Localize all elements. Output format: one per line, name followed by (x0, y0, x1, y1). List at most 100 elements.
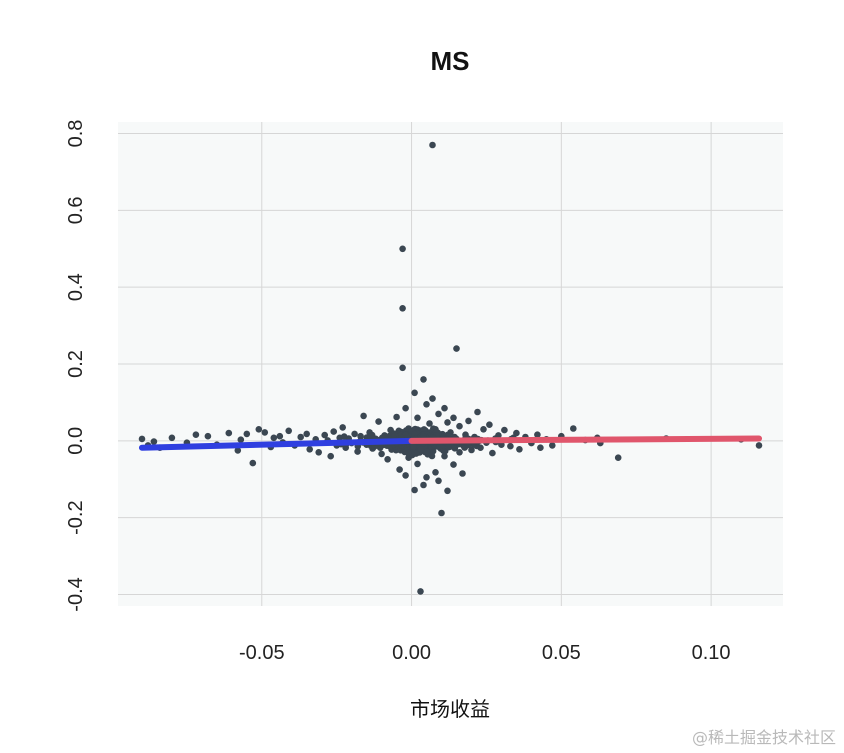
x-tick-label: -0.05 (239, 642, 285, 664)
data-point (423, 401, 430, 408)
data-point (420, 481, 427, 489)
data-point (225, 429, 233, 437)
data-point (444, 487, 451, 495)
data-point (456, 422, 463, 430)
data-point (411, 486, 418, 494)
data-point (261, 429, 269, 436)
cluster-point (436, 443, 444, 450)
data-point (243, 430, 251, 438)
data-point (150, 438, 158, 445)
y-tick-label: -0.2 (65, 500, 87, 534)
data-point (378, 450, 385, 458)
data-point (516, 446, 523, 453)
data-point (393, 413, 400, 421)
data-point (384, 456, 391, 463)
data-point (402, 404, 409, 412)
positive-fit-line (408, 435, 763, 444)
data-point (755, 442, 763, 449)
data-point (315, 449, 323, 456)
y-tick-label: 0.0 (65, 427, 87, 455)
y-tick-label: 0.4 (65, 273, 87, 301)
data-point (396, 466, 403, 473)
data-point (420, 376, 427, 383)
data-point (453, 345, 460, 352)
data-point (285, 427, 293, 435)
data-point (306, 446, 314, 453)
data-point (429, 141, 436, 149)
y-tick-label: 0.6 (65, 196, 87, 224)
data-point (432, 469, 439, 476)
data-point (168, 434, 176, 442)
data-point (204, 432, 212, 440)
cluster-point (423, 447, 430, 455)
data-point (507, 442, 514, 450)
data-point (375, 418, 382, 425)
data-point (513, 429, 520, 437)
data-point (249, 459, 257, 467)
data-point (489, 449, 496, 457)
data-point (399, 245, 406, 253)
data-point (297, 433, 305, 441)
data-point (360, 412, 367, 420)
data-point (459, 470, 466, 477)
negative-fit-line (138, 437, 415, 451)
data-point (480, 426, 487, 433)
data-point (468, 446, 475, 454)
data-point (570, 425, 577, 432)
data-point (501, 426, 508, 434)
data-point (138, 435, 146, 443)
data-point (330, 428, 338, 435)
chart-title: MS (431, 46, 470, 76)
data-point (234, 447, 242, 454)
data-point (255, 426, 263, 433)
data-point (192, 431, 200, 439)
data-point (441, 404, 448, 412)
x-tick-label: 0.05 (542, 642, 581, 664)
data-point (534, 431, 541, 439)
cluster-point (420, 426, 428, 433)
data-point (537, 444, 544, 452)
data-point (276, 432, 284, 440)
data-point (321, 431, 329, 439)
y-axis-ticks: -0.4 -0.2 0.0 0.2 0.4 0.6 0.8 (65, 120, 87, 612)
gridlines (118, 122, 783, 606)
x-tick-label: 0.00 (392, 642, 431, 664)
data-point (351, 430, 358, 438)
cluster-point (340, 433, 348, 440)
data-point (417, 588, 424, 595)
data-point (270, 434, 278, 442)
cluster-point (417, 446, 425, 453)
data-point (339, 424, 347, 431)
data-point (354, 448, 361, 455)
data-point (429, 395, 436, 402)
data-point (399, 364, 406, 372)
data-point (303, 430, 311, 438)
data-point (444, 419, 451, 426)
x-tick-label: 0.10 (692, 642, 731, 664)
cluster-point (410, 443, 417, 450)
data-point (402, 472, 409, 479)
data-point (474, 408, 481, 416)
cluster-point (404, 449, 412, 456)
data-point (495, 432, 502, 439)
data-point (399, 305, 406, 312)
data-point (456, 449, 463, 456)
data-point (614, 454, 622, 462)
data-point (237, 436, 245, 444)
data-point (414, 460, 421, 468)
data-point (486, 421, 493, 429)
data-point (450, 414, 457, 422)
y-tick-label: -0.4 (65, 577, 87, 611)
data-point (441, 452, 448, 460)
data-point (414, 414, 421, 422)
watermark: @稀土掘金技术社区 (692, 728, 836, 747)
data-point (435, 410, 442, 418)
data-point (438, 509, 445, 517)
data-point (549, 442, 556, 449)
data-point (411, 389, 418, 397)
regression-lines (138, 435, 763, 451)
cluster-point (445, 443, 452, 451)
data-point (450, 461, 457, 468)
data-point (327, 452, 335, 460)
